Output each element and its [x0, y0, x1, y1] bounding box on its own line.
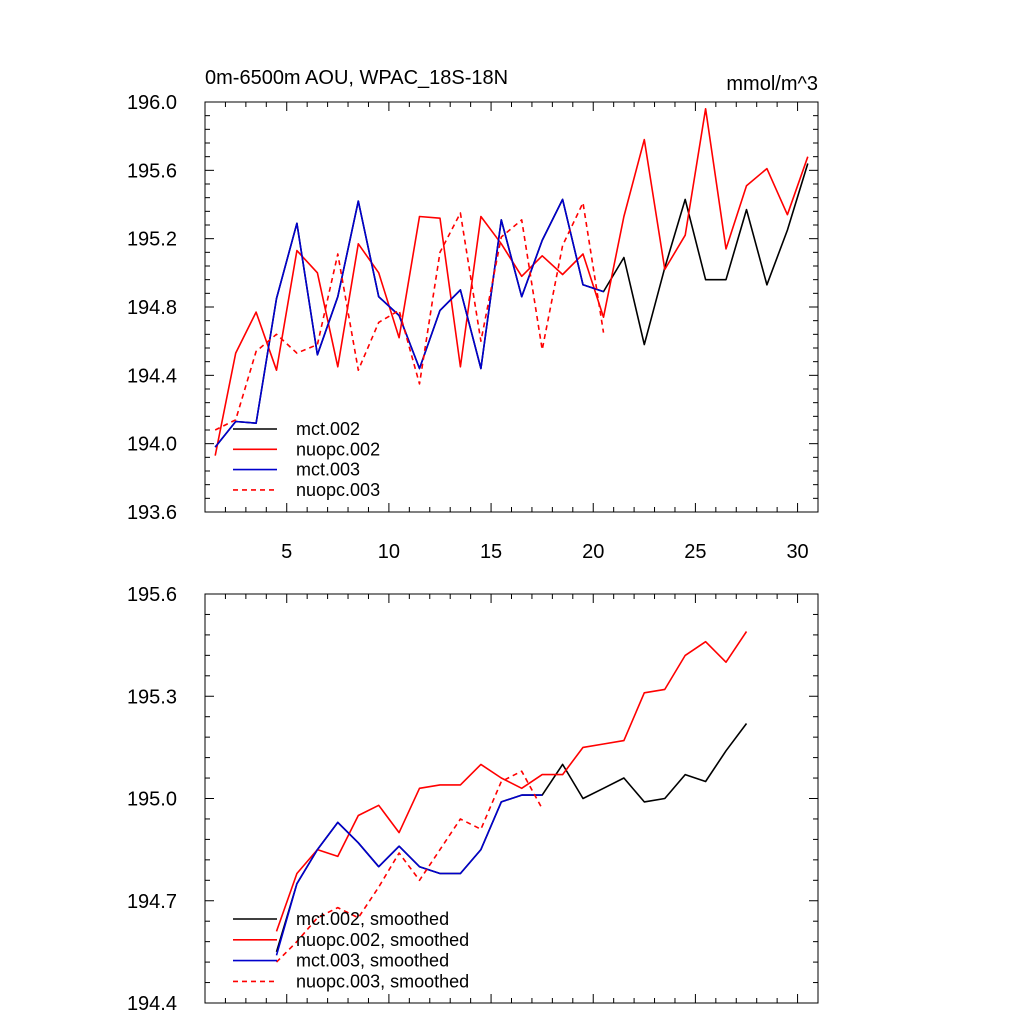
- y-tick-label: 196.0: [127, 92, 177, 114]
- units-label: mmol/m^3: [726, 73, 818, 95]
- x-tick-label: 5: [281, 541, 292, 563]
- y-tick-label: 195.2: [127, 229, 177, 251]
- x-tick-label: 10: [378, 541, 400, 563]
- series-line: [214, 163, 809, 448]
- x-tick-label: 25: [684, 541, 706, 563]
- legend-label: mct.002: [296, 419, 360, 439]
- y-tick-label: 194.0: [127, 434, 177, 456]
- series-line: [275, 770, 543, 963]
- legend-label: nuopc.002: [296, 439, 380, 459]
- legend-label: nuopc.003: [296, 480, 380, 500]
- legend-label: mct.003: [296, 460, 360, 480]
- y-tick-label: 194.8: [127, 297, 177, 319]
- y-tick-label: 193.6: [127, 502, 177, 524]
- y-tick-label: 194.4: [127, 365, 177, 387]
- series-line: [214, 198, 604, 448]
- series-line: [214, 202, 605, 431]
- x-tick-label: 30: [786, 541, 808, 563]
- chart-title: 0m-6500m AOU, WPAC_18S-18N: [205, 67, 508, 89]
- y-tick-label: 195.0: [127, 789, 177, 811]
- legend-label: mct.002, smoothed: [296, 909, 449, 929]
- y-tick-label: 194.7: [127, 891, 177, 913]
- y-tick-label: 195.6: [127, 584, 177, 606]
- y-tick-label: 195.6: [127, 160, 177, 182]
- chart-top: 193.6 194.0 194.4 194.8 195.2 195.6 196.0 5 10 15…: [127, 67, 819, 563]
- series-line: [275, 794, 543, 956]
- series-line: [275, 631, 748, 932]
- y-tick-label: 194.4: [127, 993, 177, 1015]
- legend-label: nuopc.002, smoothed: [296, 930, 469, 950]
- x-tick-label: 15: [480, 541, 502, 563]
- legend-label: nuopc.003, smoothed: [296, 971, 469, 991]
- chart-bottom: 194.4 194.7 195.0 195.3 195.6 mct.002, smooth…: [127, 584, 819, 1015]
- x-tick-label: 20: [582, 541, 604, 563]
- series-line: [214, 108, 809, 456]
- y-tick-label: 195.3: [127, 686, 177, 708]
- legend-label: mct.003, smoothed: [296, 951, 449, 971]
